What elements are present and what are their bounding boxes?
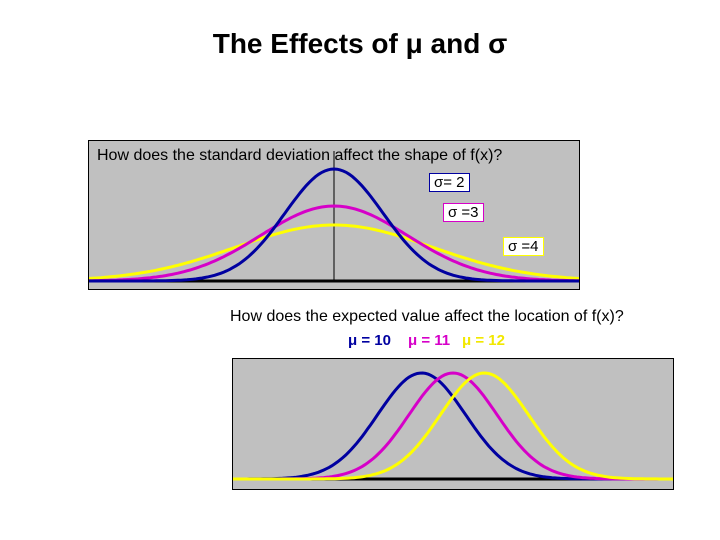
sigma-label-2: σ =4 — [503, 237, 544, 256]
sigma-label-1: σ =3 — [443, 203, 484, 222]
curve-mu12 — [233, 373, 673, 479]
panel-sigma: How does the standard deviation affect t… — [88, 140, 580, 290]
question-mu: How does the expected value affect the l… — [230, 308, 624, 326]
panel-mu — [232, 358, 674, 490]
chart-mu — [233, 359, 673, 489]
curve-mu11 — [233, 373, 673, 479]
curve-mu10 — [233, 373, 673, 479]
mu-label-1: μ = 11 — [408, 332, 450, 349]
sigma-label-0: σ= 2 — [429, 173, 470, 192]
mu-label-0: μ = 10 — [348, 332, 391, 349]
page-title: The Effects of μ and σ — [0, 28, 720, 60]
mu-label-2: μ = 12 — [462, 332, 505, 349]
chart-sigma — [89, 141, 579, 289]
